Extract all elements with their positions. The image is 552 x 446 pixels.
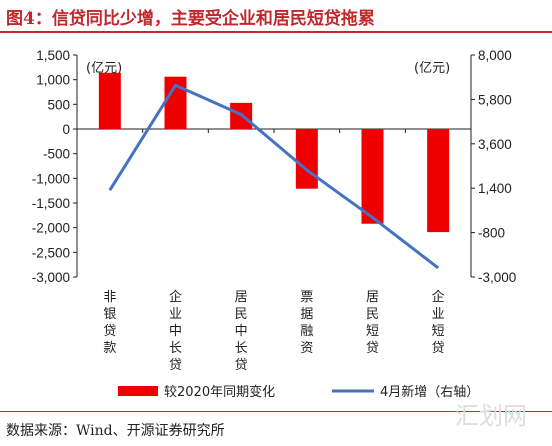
category-label: 居民中长贷 — [235, 290, 248, 373]
right-tick-label: 5,800 — [478, 92, 512, 107]
right-tick-label: 1,400 — [478, 181, 512, 196]
left-tick-label: -1,000 — [32, 171, 70, 186]
left-tick-label: -500 — [43, 147, 70, 162]
left-axis: 1,500 1,000 500 0 -500 -1,000 -1,500 -2,000 -2,5… — [32, 48, 472, 285]
bar — [427, 129, 450, 233]
chart: 1,500 1,000 500 0 -500 -1,000 -1,500 -2,000 -2,5… — [32, 48, 517, 400]
footer-rule — [0, 411, 552, 412]
left-tick-label: 500 — [47, 97, 70, 112]
right-tick-label: 3,600 — [478, 137, 512, 152]
right-tick-label: -800 — [478, 226, 505, 241]
line-path — [108, 83, 440, 270]
bar-series — [98, 72, 450, 233]
bar — [98, 72, 121, 129]
left-tick-label: 1,500 — [36, 48, 70, 63]
left-tick-label: -2,000 — [32, 221, 70, 236]
legend-line-label: 4月新增（右轴） — [380, 384, 479, 400]
legend: 较2020年同期变化 4月新增（右轴） — [118, 384, 479, 400]
source-note: 数据来源：Wind、开源证券研究所 — [6, 423, 225, 439]
category-label: 居民短贷 — [366, 290, 379, 356]
bar — [361, 129, 384, 224]
line-series — [108, 83, 440, 270]
left-tick-label: -2,500 — [32, 245, 70, 260]
right-tick-label: 8,000 — [478, 48, 512, 63]
category-label: 票据融资 — [300, 290, 313, 356]
category-label: 非银贷款 — [103, 290, 116, 356]
right-axis-unit: (亿元) — [414, 61, 450, 76]
watermark: 汇划网 — [455, 402, 527, 430]
title-rule — [0, 31, 552, 33]
category-labels: 非银贷款 企业中长贷 居民中长贷 票据融资 居民短贷 企业短贷 — [103, 289, 444, 373]
legend-bar-swatch — [118, 386, 158, 396]
legend-bar-label: 较2020年同期变化 — [164, 384, 275, 400]
category-label: 企业短贷 — [432, 289, 445, 356]
chart-title: 图4：信贷同比少增，主要受企业和居民短贷拖累 — [6, 9, 375, 29]
left-tick-label: 1,000 — [36, 73, 70, 88]
left-tick-label: -1,500 — [32, 196, 70, 211]
bar — [295, 129, 318, 189]
left-tick-label: 0 — [62, 122, 70, 137]
right-axis: 8,000 5,800 3,600 1,400 -800 -3,000 (亿元) — [414, 48, 516, 285]
bar — [164, 76, 187, 129]
category-label: 企业中长贷 — [169, 289, 182, 373]
left-axis-unit: (亿元) — [86, 61, 122, 76]
right-tick-label: -3,000 — [478, 270, 516, 285]
left-tick-label: -3,000 — [32, 270, 70, 285]
